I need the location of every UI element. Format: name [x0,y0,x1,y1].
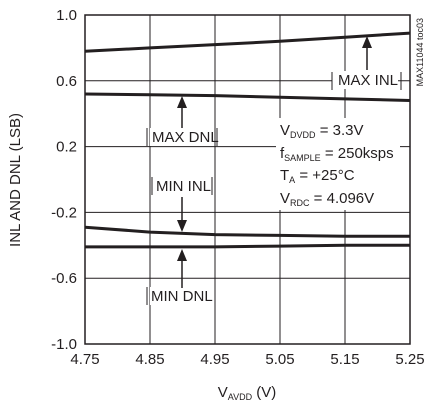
y-tick-label: -0.6 [51,270,77,287]
series-line-min-dnl [85,243,410,249]
min-inl-arrowhead [177,220,187,232]
y-tick-label: 1.0 [56,7,77,24]
y-axis-title: INL AND DNL (LSB) [7,113,24,247]
x-axis-title: VAVDD (V) [218,384,277,400]
max-inl-arrowhead [362,36,372,48]
min-inl-label: MIN INL [156,178,211,195]
x-tick-label: 5.25 [395,351,424,368]
condition-fsample: fSAMPLE = 250ksps [280,145,394,163]
condition-vrdc: VRDC = 4.096V [280,190,374,208]
tick-labels: 4.75 4.85 4.95 5.05 5.15 5.25 1.0 0.6 0.2 -0.2 -0.… [51,7,424,368]
max-dnl-arrowhead [177,96,187,108]
y-tick-label: -1.0 [51,336,77,353]
x-tick-label: 4.85 [135,351,164,368]
plot-frame [84,14,411,345]
figure-id: MAX11044 toc03 [415,18,425,86]
series-lines [84,31,411,249]
series-line-max-dnl [84,92,411,102]
conditions-background [276,118,400,210]
y-tick-label: 0.6 [56,73,77,90]
series-line-min-inl [84,225,410,238]
y-tick-label: -0.2 [51,204,77,221]
x-tick-label: 4.75 [70,351,99,368]
min-dnl-label: MIN DNL [151,288,213,305]
max-inl-label: MAX INL [338,72,398,89]
x-tick-label: 5.05 [265,351,294,368]
x-tick-label: 4.95 [200,351,229,368]
condition-vdvdd: VDVDD = 3.3V [280,122,363,140]
max-dnl-label: MAX DNL [152,129,219,146]
condition-ta: TA = +25°C [280,167,355,185]
x-tick-label: 5.15 [330,351,359,368]
min-dnl-arrowhead [177,249,187,261]
y-tick-label: 0.2 [56,139,77,156]
series-line-max-inl [84,31,411,53]
test-conditions: VDVDD = 3.3V fSAMPLE = 250ksps TA = +25°… [276,118,400,210]
curve-labels: MAX INL MAX DNL MIN INL MIN DNL [146,36,402,305]
